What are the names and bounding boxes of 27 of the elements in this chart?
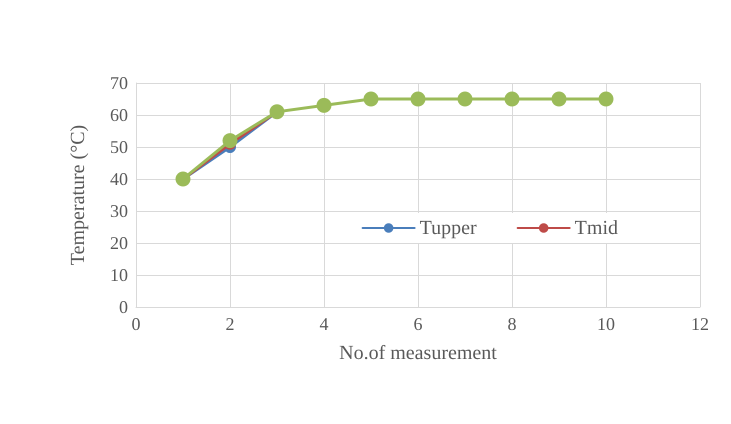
- point: [458, 92, 472, 106]
- y-tick-label: 20: [110, 233, 128, 253]
- y-tick-label: 30: [110, 201, 128, 221]
- x-tick-label: 4: [320, 314, 328, 334]
- legend-label: Tmid: [574, 217, 618, 239]
- point: [222, 133, 238, 148]
- y-tick-label: 60: [110, 105, 128, 125]
- point: [316, 98, 332, 113]
- point: [410, 92, 426, 106]
- legend-label: Tupper: [420, 217, 478, 239]
- x-tick-label: 12: [691, 314, 709, 334]
- point: [552, 92, 566, 106]
- x-tick-label: 8: [508, 314, 516, 334]
- y-tick-label: 10: [110, 265, 128, 285]
- x-axis-title: No.of measurement: [339, 342, 498, 364]
- y-tick-label: 50: [110, 137, 128, 157]
- point: [598, 92, 614, 106]
- x-tick-label: 2: [226, 314, 234, 334]
- x-tick-label: 10: [597, 314, 615, 334]
- y-tick-label: 0: [119, 297, 128, 317]
- y-tick-label: 40: [110, 169, 128, 189]
- point: [504, 92, 520, 106]
- x-tick-label: 0: [132, 314, 140, 334]
- point: [364, 92, 378, 106]
- y-tick-label: 70: [110, 73, 128, 93]
- x-tick-label: 6: [414, 314, 422, 334]
- y-axis-title: Temperature (°C): [67, 124, 89, 266]
